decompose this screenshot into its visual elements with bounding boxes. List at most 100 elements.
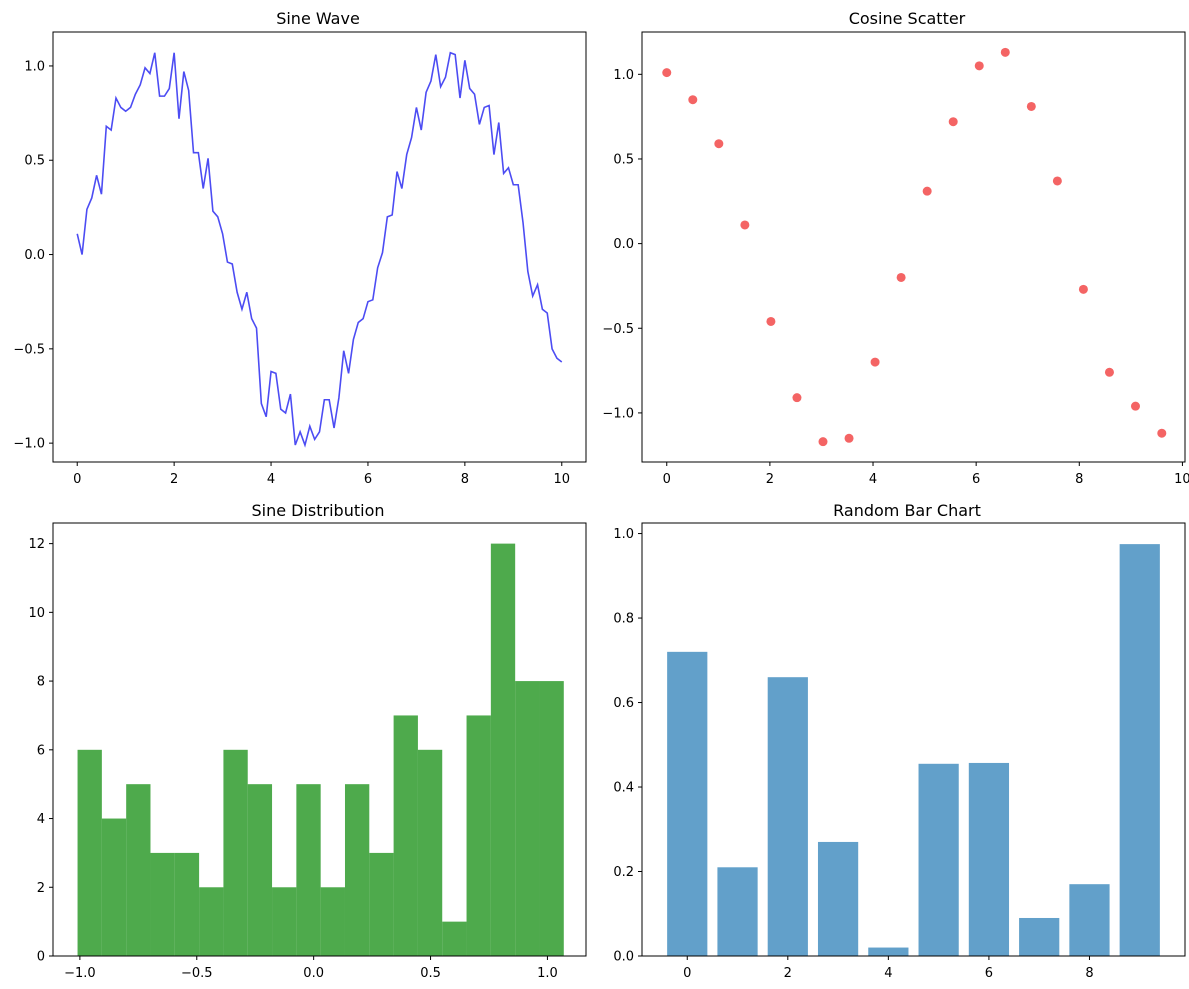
histogram-bin-5 — [199, 887, 224, 956]
hist-axes-frame — [52, 522, 587, 957]
sine-series-line — [76, 51, 563, 448]
cosine-point-15 — [1052, 176, 1062, 186]
sine-xtick-label-2: 4 — [267, 472, 275, 487]
hist-ytick-label-0: 0 — [37, 950, 45, 965]
cosine-point-7 — [844, 433, 854, 443]
bar-xtick-label-4: 8 — [1085, 966, 1093, 981]
random-bar-chart-panel: Random Bar Chart 0 2 4 6 8 0.0 0.2 0.4 0.6 0.8 1.0 — [613, 501, 1186, 981]
hist-xtick-label-4: 1.0 — [537, 966, 558, 981]
cosine-point-17 — [1104, 367, 1114, 377]
sine-xtick-label-1: 2 — [170, 472, 178, 487]
hist-ytick-label-4: 8 — [37, 675, 45, 690]
cosine-axes-frame — [641, 31, 1186, 463]
histogram-bin-16 — [466, 715, 491, 956]
cosine-point-4 — [766, 316, 776, 326]
sine-xtick-label-0: 0 — [73, 472, 81, 487]
bar-0 — [667, 651, 708, 956]
hist-ytick-label-2: 4 — [37, 812, 45, 827]
cosine-point-19 — [1157, 428, 1167, 438]
sine-plot-area — [76, 51, 563, 448]
sine-wave-title: Sine Wave — [276, 9, 360, 28]
bar-xtick-label-2: 4 — [884, 966, 892, 981]
bar-ytick-label-5: 1.0 — [613, 527, 634, 542]
cosine-point-8 — [870, 357, 880, 367]
cosine-scatter-title: Cosine Scatter — [849, 9, 966, 28]
cosine-point-12 — [974, 61, 984, 71]
sine-xtick-label-4: 8 — [461, 472, 469, 487]
bar-axes-frame — [641, 522, 1186, 957]
cosine-scatter-panel: Cosine Scatter 0 2 4 6 8 10 −1.0 −0.5 0.0 0.5 1.0 — [602, 9, 1189, 487]
cosine-point-14 — [1026, 101, 1036, 111]
sine-axes-frame — [52, 31, 587, 463]
sine-wave-panel: Sine Wave 0 2 4 6 8 10 −1.0 −0.5 0.0 0.5 1.0 — [13, 9, 587, 487]
histogram-bin-6 — [223, 749, 248, 956]
histogram-bin-2 — [126, 784, 151, 956]
histogram-bin-12 — [369, 852, 394, 956]
histogram-bin-1 — [101, 818, 127, 956]
histogram-bin-17 — [490, 543, 516, 956]
bar-ytick-label-4: 0.8 — [613, 612, 634, 627]
cosine-point-9 — [896, 272, 906, 282]
sine-xtick-label-5: 10 — [553, 472, 570, 487]
hist-xtick-label-3: 0.5 — [420, 966, 441, 981]
cosine-xtick-label-3: 6 — [972, 472, 980, 487]
bar-4 — [868, 947, 909, 956]
histogram-bin-8 — [272, 887, 297, 956]
hist-xtick-label-1: −0.5 — [181, 966, 213, 981]
hist-xtick-label-2: 0.0 — [303, 966, 324, 981]
bar-3 — [817, 841, 859, 956]
hist-ytick-label-6: 12 — [28, 537, 45, 552]
cosine-xtick-label-5: 10 — [1174, 472, 1189, 487]
bar-1 — [717, 867, 758, 956]
cosine-xtick-label-0: 0 — [663, 472, 671, 487]
histogram-bin-4 — [174, 852, 200, 956]
histogram-bin-7 — [247, 784, 273, 956]
histogram-bin-18 — [515, 681, 540, 956]
hist-plot-area — [77, 543, 564, 956]
cosine-xtick-label-4: 8 — [1075, 472, 1083, 487]
bar-xtick-label-1: 2 — [784, 966, 792, 981]
cosine-point-0 — [662, 68, 672, 78]
cosine-plot-area — [662, 47, 1167, 447]
cosine-point-16 — [1078, 284, 1088, 294]
cosine-ytick-label-3: 0.5 — [613, 152, 634, 167]
cosine-ytick-label-4: 1.0 — [613, 68, 634, 83]
cosine-xtick-label-1: 2 — [766, 472, 774, 487]
cosine-ytick-label-0: −1.0 — [602, 406, 634, 421]
bar-6 — [968, 762, 1010, 956]
bar-7 — [1019, 917, 1060, 956]
bar-8 — [1069, 884, 1110, 956]
bar-xtick-label-0: 0 — [683, 966, 691, 981]
histogram-bin-3 — [150, 852, 175, 956]
histogram-bin-10 — [320, 887, 345, 956]
cosine-ytick-label-1: −0.5 — [602, 322, 634, 337]
bar-ytick-label-0: 0.0 — [613, 950, 634, 965]
histogram-bin-14 — [417, 749, 443, 956]
sine-ytick-label-3: 0.5 — [24, 154, 45, 169]
hist-ytick-label-5: 10 — [28, 606, 45, 621]
bar-xtick-label-3: 6 — [985, 966, 993, 981]
histogram-bin-11 — [344, 784, 370, 956]
bar-5 — [918, 763, 959, 956]
histogram-bin-13 — [393, 715, 418, 956]
cosine-point-11 — [948, 117, 958, 127]
sine-ytick-label-0: −1.0 — [13, 437, 45, 452]
cosine-point-3 — [740, 220, 750, 230]
sine-distribution-panel: Sine Distribution −1.0 −0.5 0.0 0.5 1.0 0 2 4 6 8… — [28, 501, 587, 981]
bar-plot-area — [667, 544, 1160, 956]
sine-ytick-label-1: −0.5 — [13, 342, 45, 357]
bar-2 — [767, 677, 808, 956]
cosine-point-1 — [688, 95, 698, 105]
random-bar-chart-title: Random Bar Chart — [833, 501, 981, 520]
cosine-point-18 — [1130, 401, 1140, 411]
hist-xtick-label-0: −1.0 — [64, 966, 96, 981]
cosine-point-10 — [922, 186, 932, 196]
histogram-bin-0 — [77, 749, 102, 956]
cosine-point-6 — [818, 437, 828, 447]
sine-ytick-label-2: 0.0 — [24, 248, 45, 263]
cosine-point-13 — [1000, 47, 1010, 57]
sine-ytick-label-4: 1.0 — [24, 59, 45, 74]
hist-ytick-label-1: 2 — [37, 881, 45, 896]
cosine-xtick-label-2: 4 — [869, 472, 877, 487]
